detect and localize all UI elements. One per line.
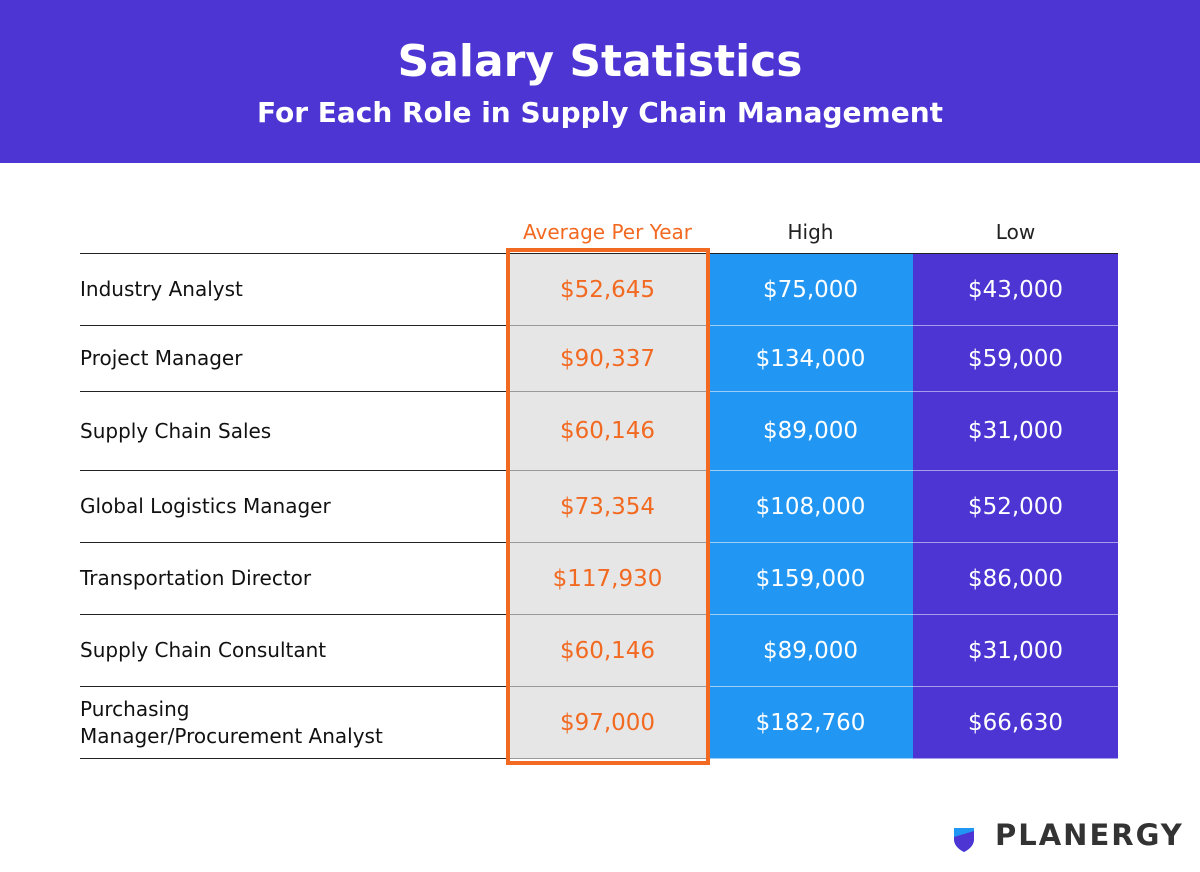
- column-header: Average Per Year: [522, 220, 693, 244]
- low-cell: $66,630: [913, 687, 1118, 759]
- low-cell: $31,000: [913, 615, 1118, 687]
- column-header: High: [787, 220, 834, 244]
- low-cell: $43,000: [913, 254, 1118, 326]
- subtitle: For Each Role in Supply Chain Management: [256, 96, 944, 129]
- average-cell: $90,337: [507, 326, 708, 392]
- role-cell: Supply Chain Consultant: [80, 615, 507, 687]
- low-cell: $59,000: [913, 326, 1118, 392]
- role-cell: Industry Analyst: [80, 254, 507, 326]
- low-cell: $52,000: [913, 471, 1118, 543]
- average-cell: $60,146: [507, 615, 708, 687]
- brand-logo: [954, 828, 974, 852]
- average-cell: $117,930: [507, 543, 708, 615]
- low-cell: $86,000: [913, 543, 1118, 615]
- brand-name: PLANERGY: [995, 818, 1184, 852]
- high-cell: $182,760: [708, 687, 913, 759]
- high-cell: $159,000: [708, 543, 913, 615]
- high-cell: $134,000: [708, 326, 913, 392]
- high-cell: $108,000: [708, 471, 913, 543]
- average-cell: $73,354: [507, 471, 708, 543]
- high-cell: $89,000: [708, 615, 913, 687]
- average-cell: $52,645: [507, 254, 708, 326]
- average-cell: $97,000: [507, 687, 708, 759]
- role-cell: Global Logistics Manager: [80, 471, 507, 543]
- header: Salary Statistics For Each Role in Suppl…: [0, 0, 1200, 163]
- role-cell: Transportation Director: [80, 543, 507, 615]
- role-cell: Purchasing Manager/Procurement Analyst: [80, 687, 507, 759]
- average-cell: $60,146: [507, 392, 708, 471]
- high-cell: $89,000: [708, 392, 913, 471]
- role-cell: Supply Chain Sales: [80, 392, 507, 471]
- title: Salary Statistics: [397, 36, 803, 87]
- highlight-frame: [506, 248, 710, 765]
- table-top-rule: [80, 253, 1118, 254]
- low-cell: $31,000: [913, 392, 1118, 471]
- high-cell: $75,000: [708, 254, 913, 326]
- column-header: Low: [995, 220, 1036, 244]
- role-cell: Project Manager: [80, 326, 507, 392]
